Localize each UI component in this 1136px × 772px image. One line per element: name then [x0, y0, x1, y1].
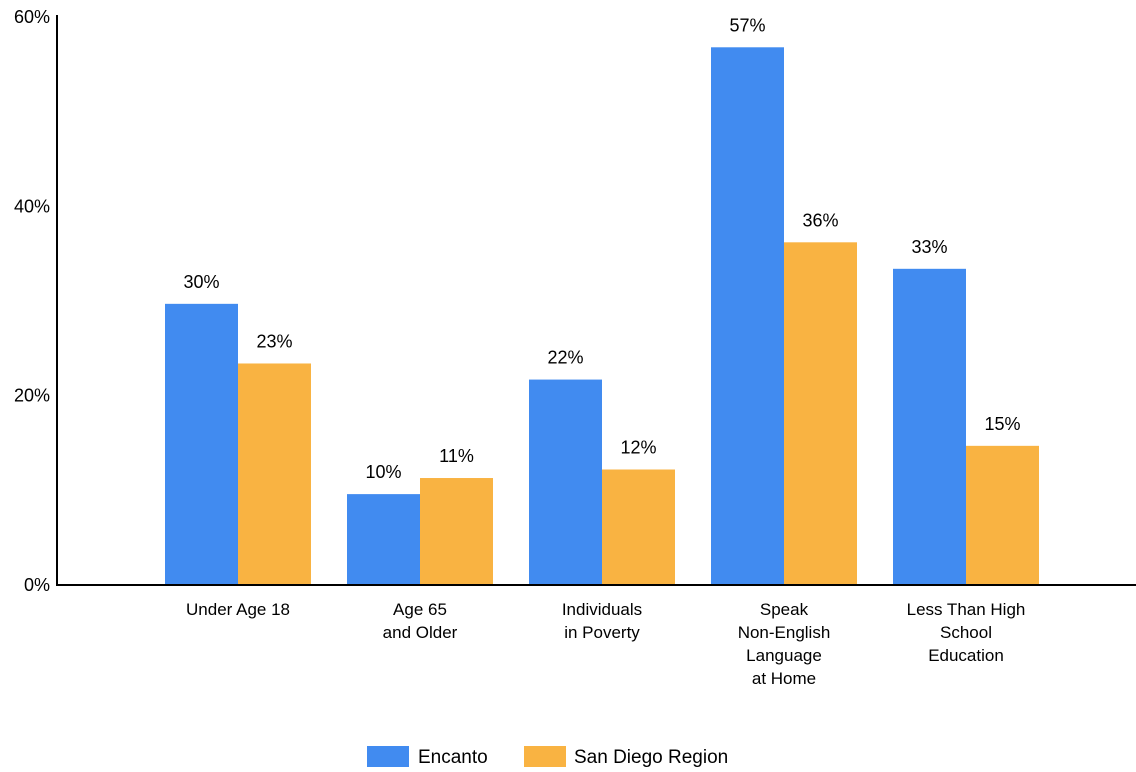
bar-value-label: 30%	[183, 272, 219, 292]
bar-san-diego-region	[966, 445, 1039, 585]
bar-value-label: 57%	[729, 15, 765, 35]
x-category-label: Age 65 and Older	[383, 600, 458, 642]
bar-value-label: 22%	[547, 348, 583, 368]
bar-san-diego-region	[784, 242, 857, 585]
legend-swatch	[367, 746, 409, 767]
y-tick-label: 60%	[14, 7, 50, 27]
bar-value-labels: 30% 23% 10% 11% 22% 12% 57% 36% 33% 15%	[183, 15, 1020, 482]
bar-value-label: 15%	[984, 414, 1020, 434]
y-tick-label: 20%	[14, 386, 50, 406]
bar-encanto	[165, 303, 238, 585]
bar-encanto	[893, 268, 966, 585]
legend-label: San Diego Region	[574, 747, 728, 768]
bar-san-diego-region	[420, 478, 493, 585]
x-category-label: Under Age 18	[186, 600, 290, 619]
bar-value-label: 33%	[911, 237, 947, 257]
y-tick-label: 0%	[24, 575, 50, 595]
bar-san-diego-region	[602, 469, 675, 585]
x-category-label: Individuals in Poverty	[562, 600, 642, 642]
legend-swatch	[524, 746, 566, 767]
x-category-label: Less Than High School Education	[907, 600, 1026, 665]
bar-encanto	[529, 379, 602, 585]
x-axis-category-labels: Under Age 18 Age 65 and Older Individuals in…	[186, 600, 1025, 688]
bar-encanto	[711, 47, 784, 585]
bar-value-label: 12%	[620, 438, 656, 458]
legend-label: Encanto	[418, 747, 488, 768]
x-category-label: Speak Non-English Language at Home	[738, 600, 831, 688]
bar-value-label: 36%	[802, 210, 838, 230]
y-tick-label: 40%	[14, 196, 50, 216]
bar-value-label: 23%	[256, 331, 292, 351]
bar-value-label: 11%	[439, 446, 474, 466]
axes	[56, 15, 1136, 586]
bar-san-diego-region	[238, 363, 311, 585]
bars	[165, 47, 1039, 585]
bar-value-label: 10%	[365, 462, 401, 482]
y-axis-ticks: 0% 20% 40% 60%	[14, 7, 50, 595]
legend: Encanto San Diego Region	[367, 746, 728, 768]
bar-encanto	[347, 494, 420, 585]
